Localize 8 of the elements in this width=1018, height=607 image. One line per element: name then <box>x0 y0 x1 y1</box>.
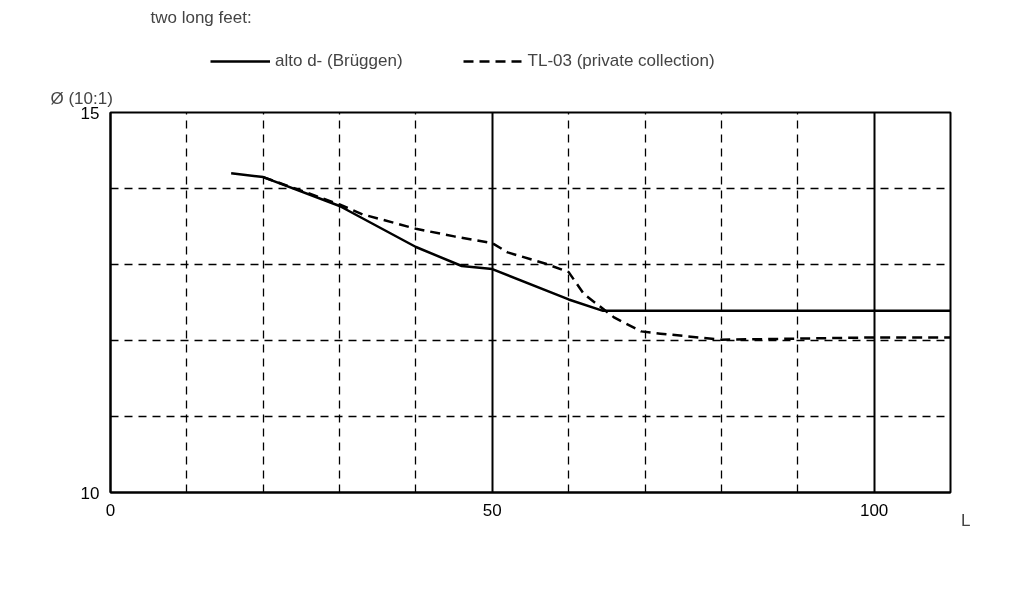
x-tick-label: 100 <box>859 500 889 520</box>
x-tick-label: 0 <box>105 500 116 520</box>
x-tick-label: 50 <box>482 500 502 520</box>
x-axis-title: L <box>961 510 971 530</box>
legend-label: alto d- (Brüggen) <box>275 51 403 71</box>
legend-label: TL-03 (private collection) <box>527 51 715 71</box>
chart-title: two long feet: <box>150 7 252 27</box>
y-tick-label: 10 <box>80 483 100 503</box>
